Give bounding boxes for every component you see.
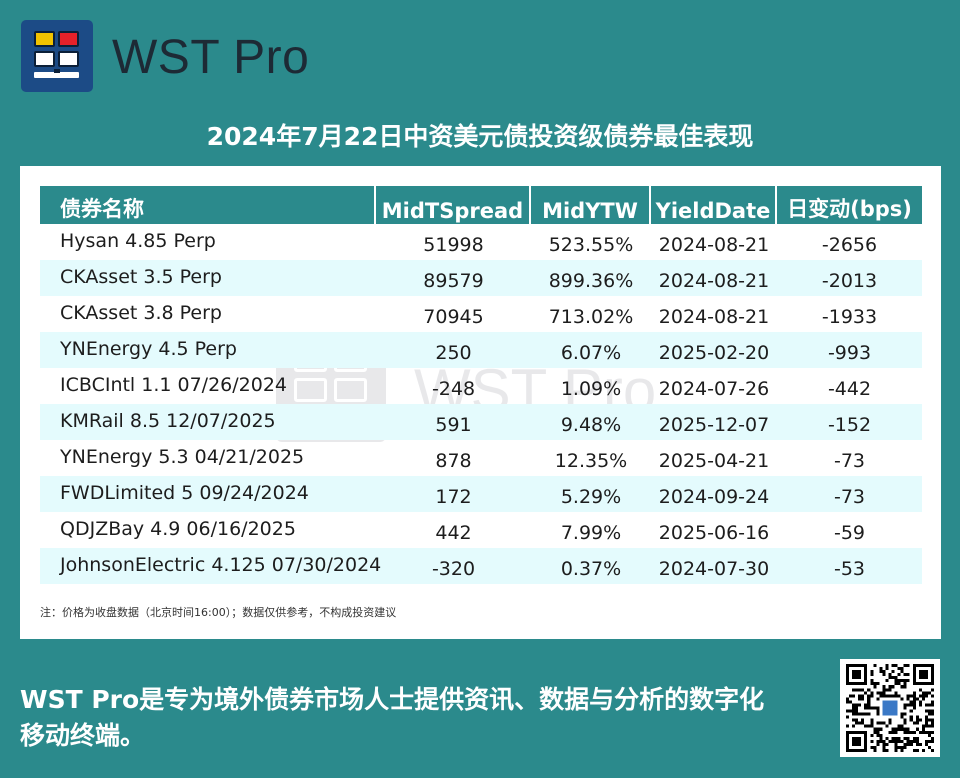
cell-midtspread: -248 — [431, 378, 476, 400]
table-body: Hysan 4.85 Perp 51998 523.55% 2024-08-21 -26… — [40, 224, 922, 584]
qr-code-icon — [840, 659, 940, 757]
cell-daily-change: -442 — [827, 378, 872, 400]
header-midtspread: MidTSpread — [376, 186, 531, 224]
cell-midytw: 5.29% — [560, 486, 622, 508]
cell-bond-name: YNEnergy 4.5 Perp — [60, 338, 237, 360]
cell-midtspread: 591 — [435, 414, 472, 436]
cell-midtspread: 51998 — [423, 234, 484, 256]
cell-midtspread: 442 — [435, 522, 472, 544]
cell-bond-name: QDJZBay 4.9 06/16/2025 — [60, 518, 296, 540]
cell-bond-name: CKAsset 3.5 Perp — [60, 266, 222, 288]
brand-name: WST Pro — [112, 31, 310, 84]
bond-table: 债券名称 MidTSpread MidYTW YieldDate 日变动(bps… — [40, 186, 922, 584]
cell-midtspread: 172 — [435, 486, 472, 508]
header-yielddate: YieldDate — [651, 186, 777, 224]
table-row: Hysan 4.85 Perp 51998 523.55% 2024-08-21 -26… — [40, 224, 922, 260]
cell-yielddate: 2024-08-21 — [658, 306, 770, 328]
table-card: WST Pro 债券名称 MidTSpread MidYTW YieldDate… — [20, 166, 941, 639]
table-row: YNEnergy 4.5 Perp 250 6.07% 2025-02-20 -993 — [40, 332, 922, 368]
cell-midtspread: 70945 — [423, 306, 484, 328]
cell-bond-name: Hysan 4.85 Perp — [60, 230, 216, 252]
cell-yielddate: 2025-12-07 — [658, 414, 770, 436]
cell-bond-name: KMRail 8.5 12/07/2025 — [60, 410, 276, 432]
header-midytw: MidYTW — [531, 186, 651, 224]
cell-midytw: 12.35% — [554, 450, 628, 472]
footer-description: WST Pro是专为境外债券市场人士提供资讯、数据与分析的数字化移动终端。 — [20, 685, 765, 750]
table-row: KMRail 8.5 12/07/2025 591 9.48% 2025-12-07 -… — [40, 404, 922, 440]
cell-daily-change: -1933 — [821, 306, 878, 328]
table-row: CKAsset 3.8 Perp 70945 713.02% 2024-08-21 -1… — [40, 296, 922, 332]
header-bond-name: 债券名称 — [40, 186, 376, 224]
cell-yielddate: 2025-04-21 — [658, 450, 770, 472]
cell-daily-change: -53 — [833, 558, 866, 580]
cell-midytw: 9.48% — [560, 414, 622, 436]
cell-yielddate: 2024-09-24 — [658, 486, 770, 508]
cell-bond-name: FWDLimited 5 09/24/2024 — [60, 482, 309, 504]
cell-bond-name: ICBCIntl 1.1 07/26/2024 — [60, 374, 288, 396]
cell-daily-change: -59 — [833, 522, 866, 544]
cell-yielddate: 2025-06-16 — [658, 522, 770, 544]
wst-pro-logo-icon — [21, 20, 93, 92]
cell-midytw: 899.36% — [548, 270, 634, 292]
cell-bond-name: CKAsset 3.8 Perp — [60, 302, 222, 324]
cell-daily-change: -2656 — [821, 234, 878, 256]
cell-daily-change: -152 — [827, 414, 872, 436]
cell-bond-name: YNEnergy 5.3 04/21/2025 — [60, 446, 305, 468]
cell-daily-change: -993 — [827, 342, 872, 364]
table-row: JohnsonElectric 4.125 07/30/2024 -320 0.37… — [40, 548, 922, 584]
cell-yielddate: 2024-08-21 — [658, 234, 770, 256]
cell-midytw: 523.55% — [548, 234, 634, 256]
cell-yielddate: 2024-07-26 — [658, 378, 770, 400]
cell-midtspread: 250 — [435, 342, 472, 364]
footnote: 注：价格为收盘数据（北京时间16:00）；数据仅供参考，不构成投资建议 — [40, 606, 397, 619]
header-daily-change: 日变动(bps) — [787, 197, 912, 221]
table-header: 债券名称 MidTSpread MidYTW YieldDate 日变动(bps… — [40, 186, 922, 224]
cell-daily-change: -73 — [833, 486, 866, 508]
cell-midtspread: 878 — [435, 450, 472, 472]
table-row: FWDLimited 5 09/24/2024 172 5.29% 2024-09-2… — [40, 476, 922, 512]
cell-yielddate: 2025-02-20 — [658, 342, 770, 364]
cell-midytw: 713.02% — [548, 306, 634, 328]
table-row: YNEnergy 5.3 04/21/2025 878 12.35% 2025-04-… — [40, 440, 922, 476]
cell-yielddate: 2024-08-21 — [658, 270, 770, 292]
cell-midytw: 7.99% — [560, 522, 622, 544]
cell-midtspread: 89579 — [423, 270, 484, 292]
table-row: ICBCIntl 1.1 07/26/2024 -248 1.09% 2024-07-… — [40, 368, 922, 404]
cell-daily-change: -2013 — [821, 270, 878, 292]
cell-midytw: 0.37% — [560, 558, 622, 580]
page-title: 2024年7月22日中资美元债投资级债券最佳表现 — [206, 122, 754, 151]
cell-yielddate: 2024-07-30 — [658, 558, 770, 580]
table-row: QDJZBay 4.9 06/16/2025 442 7.99% 2025-06-16… — [40, 512, 922, 548]
cell-midytw: 6.07% — [560, 342, 622, 364]
cell-daily-change: -73 — [833, 450, 866, 472]
cell-midytw: 1.09% — [560, 378, 622, 400]
cell-midtspread: -320 — [431, 558, 476, 580]
table-row: CKAsset 3.5 Perp 89579 899.36% 2024-08-21 -2… — [40, 260, 922, 296]
cell-bond-name: JohnsonElectric 4.125 07/30/2024 — [60, 554, 382, 576]
